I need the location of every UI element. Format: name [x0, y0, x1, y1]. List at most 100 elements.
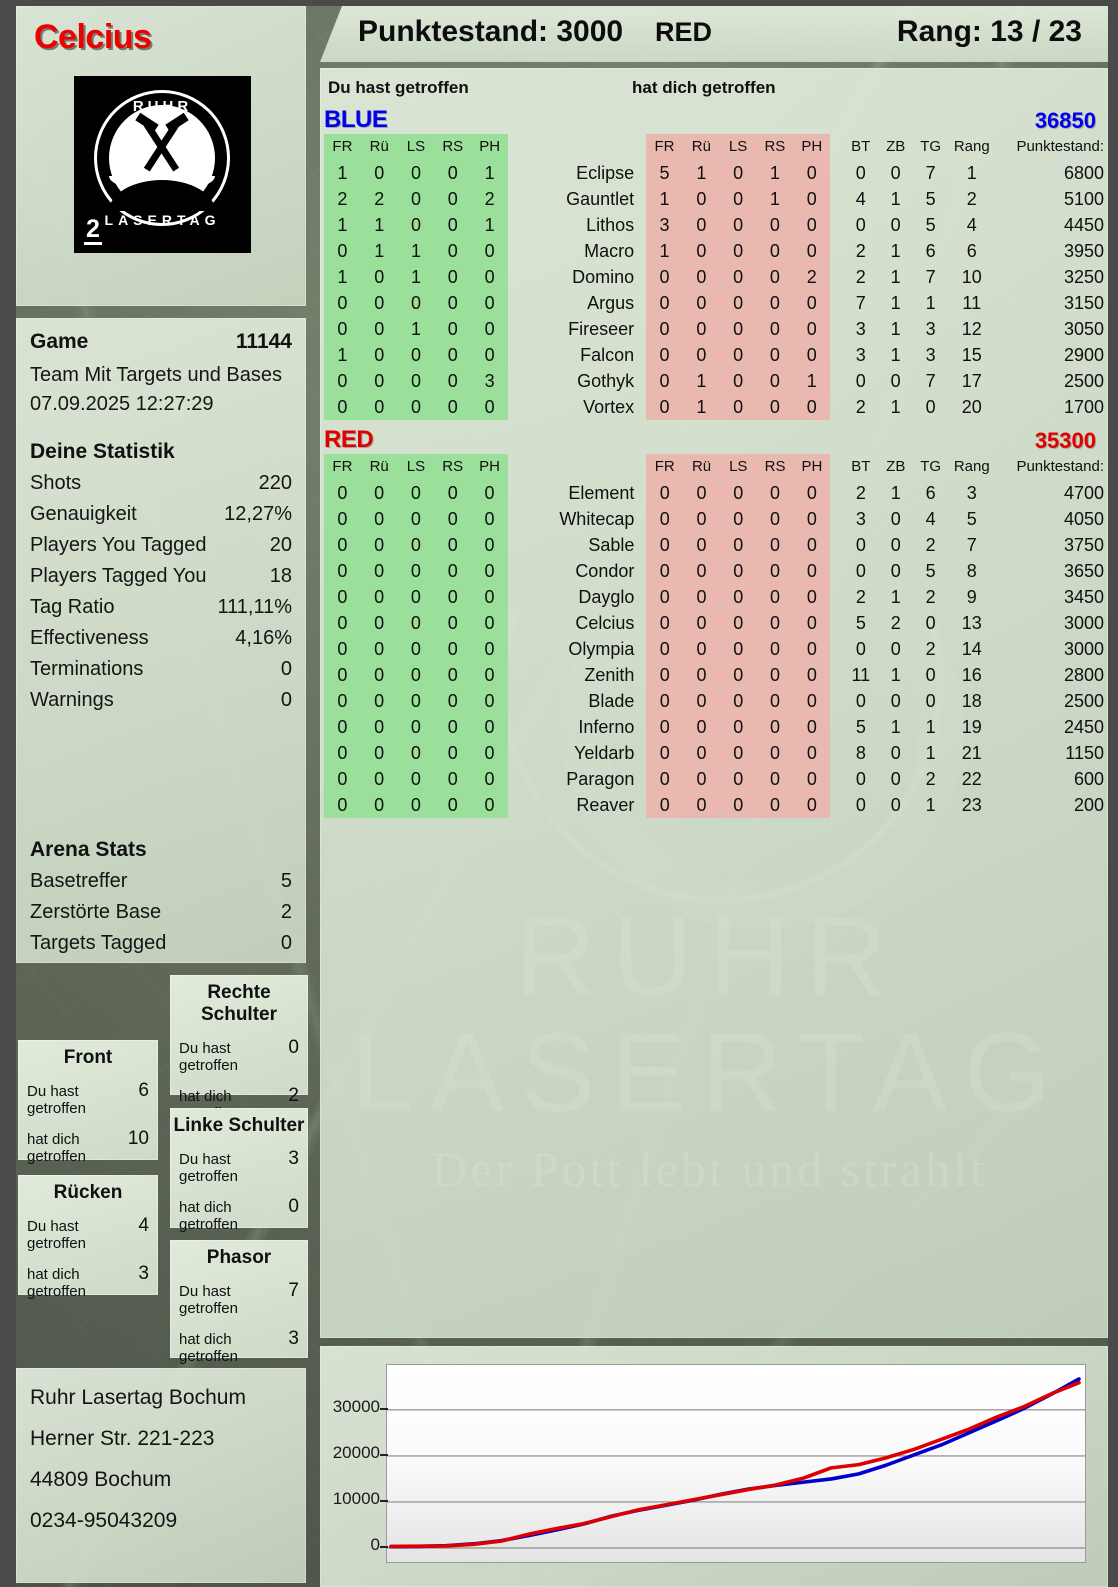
cell-you-Rü: 1 — [360, 238, 398, 264]
table-row[interactable]: 1 0 0 0 0 Falcon 0 0 0 0 0 3 1 3 15 2900 — [324, 342, 1108, 368]
cell-you-FR: 1 — [324, 160, 361, 186]
my-stat-label: Shots — [30, 472, 82, 494]
cell-them-LS: 0 — [719, 636, 757, 662]
cell-zb: 1 — [890, 293, 901, 313]
cell-them-Rü: 0 — [683, 532, 720, 558]
cell-rang: 7 — [966, 535, 977, 555]
cell-you-FR: 1 — [324, 212, 361, 238]
cell-points: 3750 — [1063, 535, 1104, 555]
chart-plot-area — [386, 1364, 1086, 1563]
table-row[interactable]: 0 0 0 0 0 Condor 0 0 0 0 0 0 0 5 8 3650 — [324, 558, 1108, 584]
cell-them-PH: 0 — [793, 610, 831, 636]
cell-you-FR: 0 — [324, 740, 361, 766]
cell-them-RS: 0 — [756, 584, 794, 610]
bodybox-linke-schulter: Linke Schulter Du hast getroffen 3 hat dich… — [170, 1108, 308, 1233]
table-row[interactable]: 0 0 0 0 3 Gothyk 0 1 0 0 1 0 0 7 17 2500 — [324, 368, 1108, 394]
cell-zb: 0 — [890, 561, 901, 581]
table-row[interactable]: 0 0 0 0 0 Reaver 0 0 0 0 0 0 0 1 23 200 — [324, 792, 1108, 818]
table-row[interactable]: 0 0 0 0 0 Vortex 0 1 0 0 0 2 1 0 20 1700 — [324, 394, 1108, 420]
table-row[interactable]: 1 1 0 0 1 Lithos 3 0 0 0 0 0 0 5 4 4450 — [324, 212, 1108, 238]
cell-them-FR: 0 — [646, 636, 684, 662]
table-row[interactable]: 0 0 0 0 0 Sable 0 0 0 0 0 0 0 2 7 3750 — [324, 532, 1108, 558]
cell-you-FR: 0 — [324, 610, 361, 636]
table-row[interactable]: 1 0 1 0 0 Domino 0 0 0 0 2 2 1 7 10 3250 — [324, 264, 1108, 290]
cell-them-PH: 0 — [793, 714, 831, 740]
cell-them-Rü: 0 — [682, 342, 720, 368]
arena-stats-title: Arena Stats — [30, 838, 147, 861]
cell-you-LS: 0 — [397, 160, 435, 186]
table-row[interactable]: 0 0 0 0 0 Zenith 0 0 0 0 0 11 1 0 16 2800 — [324, 662, 1108, 688]
cell-rang: 17 — [961, 371, 982, 391]
cell-gap — [830, 714, 843, 740]
cell-player-name: Fireseer — [568, 319, 635, 339]
table-row[interactable]: 0 0 0 0 0 Inferno 0 0 0 0 0 5 1 1 19 2450 — [324, 714, 1108, 740]
cell-zb: 0 — [890, 215, 901, 235]
table-row[interactable]: 0 1 1 0 0 Macro 1 0 0 0 0 2 1 6 6 3950 — [324, 238, 1108, 264]
arena-stat-row: Basetreffer 5 — [30, 870, 292, 893]
bodybox-you-value: 4 — [138, 1215, 149, 1236]
bodybox-you-value: 3 — [288, 1148, 299, 1169]
cell-you-RS: 0 — [434, 532, 472, 558]
cell-points: 3150 — [1063, 293, 1104, 313]
col-header-them-Rü: Rü — [682, 134, 720, 160]
cell-you-FR: 0 — [324, 584, 361, 610]
cell-you-FR: 0 — [324, 662, 361, 688]
bodybox-them-value: 2 — [288, 1085, 299, 1106]
cell-player-name: Domino — [572, 267, 635, 287]
table-row[interactable]: 0 0 0 0 0 Element 0 0 0 0 0 2 1 6 3 4700 — [324, 480, 1108, 506]
col-header-Rang: Rang — [953, 458, 990, 475]
table-row[interactable]: 1 0 0 0 1 Eclipse 5 1 0 1 0 0 0 7 1 6800 — [324, 160, 1108, 186]
table-row[interactable]: 0 0 0 0 0 Paragon 0 0 0 0 0 0 0 2 22 600 — [324, 766, 1108, 792]
cell-you-Rü: 0 — [360, 264, 398, 290]
table-row[interactable]: 0 0 0 0 0 Celcius 0 0 0 0 0 5 2 0 13 3000 — [324, 610, 1108, 636]
table-row[interactable]: 0 0 0 0 0 Whitecap 0 0 0 0 0 3 0 4 5 4050 — [324, 506, 1108, 532]
cell-them-RS: 0 — [756, 342, 794, 368]
cell-you-LS: 0 — [397, 766, 435, 792]
cell-you-FR: 0 — [324, 480, 361, 506]
cell-you-RS: 0 — [434, 480, 472, 506]
team-label: RED — [655, 17, 713, 47]
table-row[interactable]: 0 0 0 0 0 Yeldarb 0 0 0 0 0 8 0 1 21 1150 — [324, 740, 1108, 766]
table-row[interactable]: 0 0 0 0 0 Argus 0 0 0 0 0 7 1 1 11 3150 — [324, 290, 1108, 316]
table-row[interactable]: 0 0 0 0 0 Dayglo 0 0 0 0 0 2 1 2 9 3450 — [324, 584, 1108, 610]
cell-you-LS: 0 — [397, 714, 435, 740]
cell-them-LS: 0 — [719, 316, 757, 342]
col-header-you-Rü: Rü — [360, 134, 398, 160]
table-row[interactable]: 0 0 1 0 0 Fireseer 0 0 0 0 0 3 1 3 12 3050 — [324, 316, 1108, 342]
cell-rang: 9 — [966, 587, 977, 607]
cell-points: 2450 — [1063, 717, 1104, 737]
team-total-score: 35300 — [1034, 428, 1096, 453]
cell-points: 3950 — [1063, 241, 1104, 261]
cell-them-LS: 0 — [719, 480, 757, 506]
cell-them-LS: 0 — [719, 342, 757, 368]
cell-you-LS: 0 — [397, 290, 435, 316]
team-header-blue: BLUE 36850 — [320, 106, 1108, 133]
cell-you-RS: 0 — [434, 766, 472, 792]
cell-you-PH: 0 — [471, 714, 508, 740]
bodybox-them-value: 10 — [127, 1128, 149, 1149]
bodybox-you-row: Du hast getroffen 4 — [18, 1215, 158, 1252]
cell-you-RS: 0 — [434, 212, 472, 238]
table-row[interactable]: 0 0 0 0 0 Olympia 0 0 0 0 0 0 0 2 14 3000 — [324, 636, 1108, 662]
cell-you-FR: 0 — [324, 506, 361, 532]
col-header-Rang: Rang — [953, 138, 990, 155]
chart-ytick-label: 20000 — [332, 1442, 380, 1462]
team-header-red: RED 35300 — [320, 426, 1108, 453]
table-header-row: FR Rü LS RS PH FR Rü LS RS PH BT ZB TG Rang Punktestan… — [324, 134, 1108, 160]
bodybox-title: Front — [63, 1047, 113, 1068]
cell-them-Rü: 0 — [683, 792, 720, 818]
table-row[interactable]: 2 2 0 0 2 Gauntlet 1 0 0 1 0 4 1 5 2 5100 — [324, 186, 1108, 212]
cell-player-name: Paragon — [566, 769, 635, 789]
col-header-BT: BT — [851, 138, 871, 155]
team-total-score: 36850 — [1034, 108, 1096, 133]
bodybox-title: Linke Schulter — [173, 1115, 305, 1136]
cell-them-Rü: 0 — [682, 186, 720, 212]
table-row[interactable]: 0 0 0 0 0 Blade 0 0 0 0 0 0 0 0 18 2500 — [324, 688, 1108, 714]
cell-them-RS: 0 — [756, 290, 794, 316]
cell-you-RS: 0 — [434, 714, 472, 740]
cell-you-RS: 0 — [434, 506, 472, 532]
cell-you-FR: 0 — [324, 316, 361, 342]
col-header-player — [508, 454, 646, 480]
cell-bt: 0 — [855, 215, 866, 235]
cell-tg: 7 — [925, 267, 936, 287]
